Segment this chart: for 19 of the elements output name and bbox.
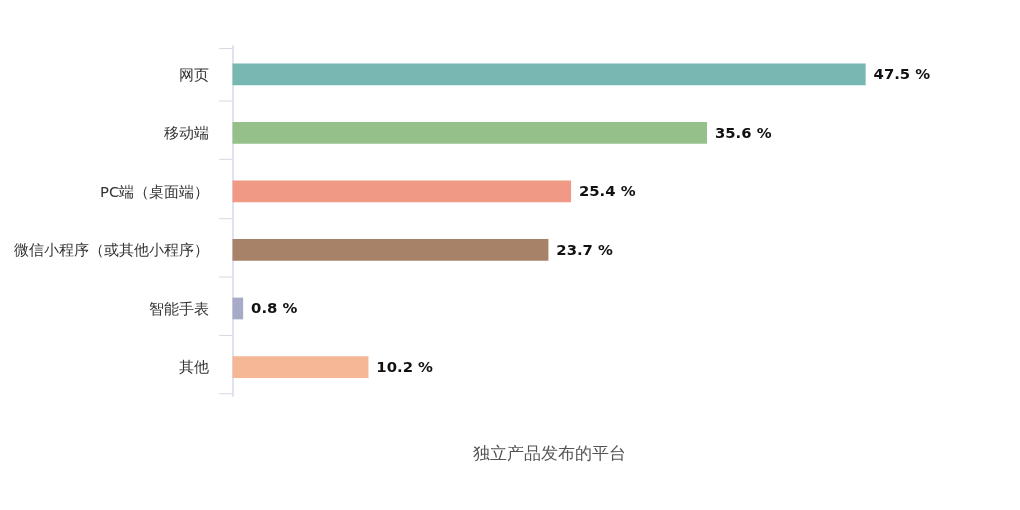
data-label: 10.2 % xyxy=(376,357,434,375)
x-axis-title: 独立产品发布的平台 xyxy=(473,443,627,464)
bar xyxy=(232,239,549,261)
data-label: 47.5 % xyxy=(873,65,931,83)
y-tick-label: 其他 xyxy=(179,358,210,376)
bar xyxy=(232,356,369,378)
y-tick-label: 移动端 xyxy=(164,124,210,142)
bar xyxy=(232,63,866,86)
bar xyxy=(232,180,572,203)
y-tick-label: PC端（桌面端） xyxy=(99,182,210,200)
y-tick-label: 网页 xyxy=(179,65,210,83)
y-tick-label: 智能手表 xyxy=(149,299,210,317)
data-label: 0.8 % xyxy=(251,299,298,317)
bar xyxy=(232,297,244,320)
bar xyxy=(232,121,708,144)
data-label: 35.6 % xyxy=(714,123,772,141)
data-label: 23.7 % xyxy=(556,240,614,258)
data-label: 25.4 % xyxy=(578,182,636,200)
y-tick-label: 微信小程序（或其他小程序） xyxy=(14,241,210,259)
